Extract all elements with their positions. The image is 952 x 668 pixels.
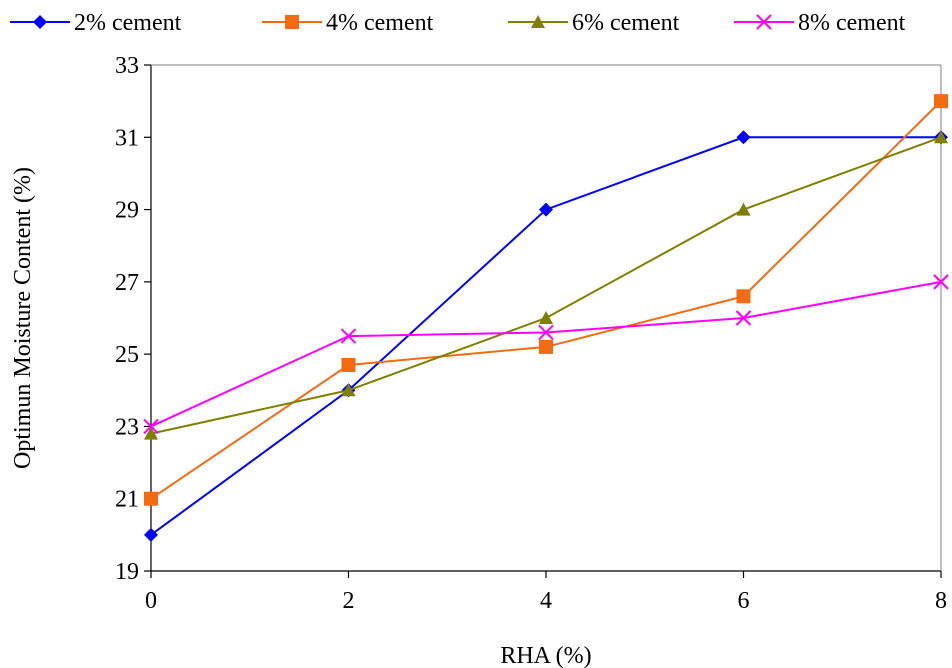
x-tick-label: 8 bbox=[935, 588, 947, 614]
data-point bbox=[736, 202, 751, 216]
data-point bbox=[539, 339, 553, 354]
y-tick-label: 19 bbox=[115, 559, 139, 585]
series-4 bbox=[143, 274, 949, 435]
y-axis-title: Optimun Moisture Content (%) bbox=[10, 167, 36, 469]
data-point bbox=[341, 357, 356, 372]
x-tick-label: 0 bbox=[145, 588, 157, 614]
series-2 bbox=[144, 94, 948, 506]
series-line bbox=[150, 136, 941, 536]
y-tick-label: 23 bbox=[115, 414, 139, 440]
axis-ticks: 19 21 23 25 27 29 31 33 0 2 4 6 8 bbox=[115, 53, 947, 614]
legend-swatch-marker bbox=[531, 15, 545, 28]
data-point bbox=[341, 383, 356, 397]
data-point bbox=[144, 426, 158, 440]
legend-label: 4% cement bbox=[326, 10, 434, 36]
data-point bbox=[538, 324, 554, 341]
data-point bbox=[144, 491, 158, 506]
data-point bbox=[539, 311, 553, 324]
data-point bbox=[934, 94, 948, 109]
data-point bbox=[340, 328, 357, 344]
legend-label: 8% cement bbox=[798, 10, 906, 36]
data-point bbox=[736, 289, 751, 304]
y-tick-label: 27 bbox=[115, 270, 139, 296]
data-point bbox=[539, 202, 553, 217]
x-tick-label: 4 bbox=[540, 588, 552, 614]
x-axis-title: RHA (%) bbox=[500, 643, 591, 668]
y-tick-label: 25 bbox=[115, 342, 139, 368]
series-line bbox=[150, 280, 942, 428]
data-point bbox=[736, 130, 751, 145]
series-3 bbox=[144, 130, 948, 440]
legend-item: 2% cement bbox=[10, 10, 182, 36]
legend-swatch-marker bbox=[756, 14, 772, 30]
series-1 bbox=[144, 130, 948, 542]
legend-item: 4% cement bbox=[262, 10, 434, 36]
y-tick-label: 29 bbox=[115, 198, 139, 224]
data-point bbox=[144, 527, 158, 542]
data-point bbox=[934, 130, 948, 144]
series-layer bbox=[143, 94, 949, 542]
legend-item: 6% cement bbox=[508, 10, 680, 36]
legend-swatch-marker bbox=[33, 15, 47, 29]
x-tick-label: 6 bbox=[738, 588, 750, 614]
data-point bbox=[143, 418, 159, 435]
data-point bbox=[933, 274, 949, 290]
series-line bbox=[150, 136, 942, 435]
data-point bbox=[735, 310, 752, 326]
x-tick-label: 2 bbox=[343, 588, 355, 614]
legend: 2% cement 4% cement 6% cement 8% cement bbox=[10, 10, 906, 36]
legend-item: 8% cement bbox=[734, 10, 906, 36]
y-tick-label: 31 bbox=[115, 125, 139, 151]
legend-label: 6% cement bbox=[572, 10, 680, 36]
series-line bbox=[150, 100, 942, 500]
y-tick-label: 21 bbox=[115, 487, 139, 513]
legend-swatch-marker bbox=[285, 15, 299, 29]
y-tick-label: 33 bbox=[115, 53, 139, 79]
legend-label: 2% cement bbox=[74, 10, 182, 36]
